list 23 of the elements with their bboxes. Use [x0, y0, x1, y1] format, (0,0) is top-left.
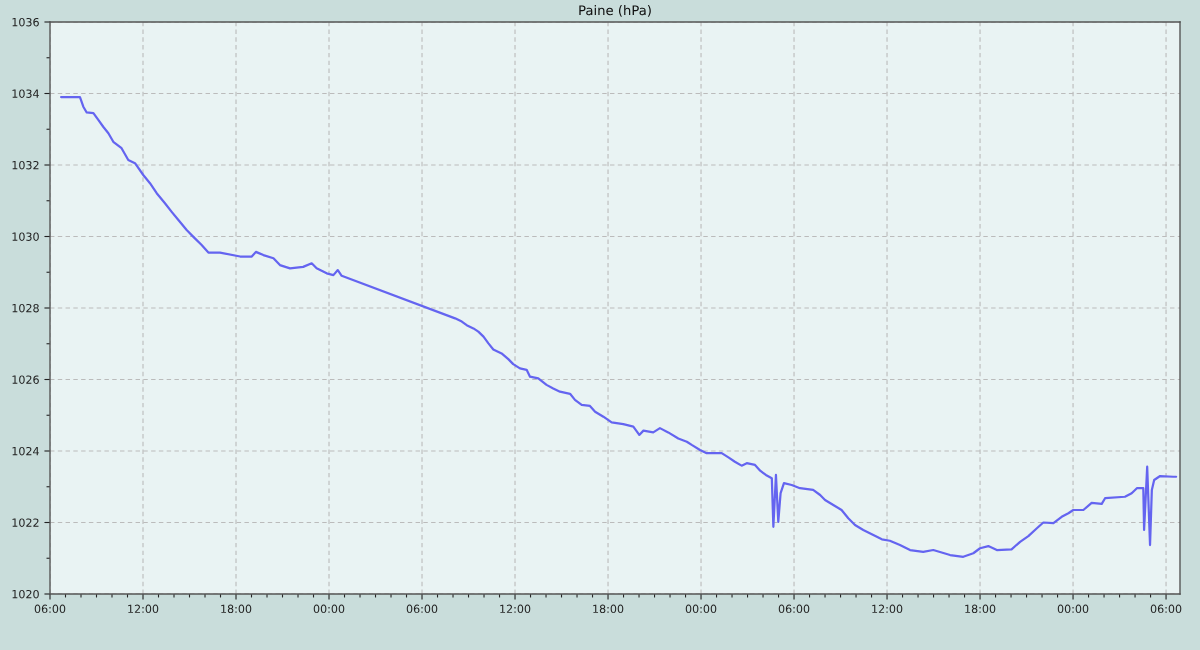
y-tick-label: 1022 [12, 518, 39, 527]
x-tick-label: 00:00 [1057, 604, 1089, 614]
x-tick-label: 06:00 [406, 604, 438, 614]
y-tick-label: 1036 [12, 17, 39, 27]
x-tick-label: 00:00 [313, 604, 345, 614]
x-tick-label: 12:00 [500, 604, 531, 614]
x-tick-label: 06:00 [34, 604, 66, 614]
x-tick-label: 12:00 [128, 604, 159, 614]
x-tick-label: 18:00 [965, 604, 996, 614]
y-tick-label: 1034 [12, 89, 39, 98]
x-tick-label: 06:00 [778, 604, 810, 614]
y-tick-label: 1020 [12, 589, 39, 599]
y-tick-label: 1028 [12, 303, 39, 313]
x-tick-label: 06:00 [1150, 604, 1182, 614]
x-tick-label: 00:00 [685, 604, 717, 614]
y-tick-label: 1026 [12, 375, 39, 384]
y-tick-label: 1024 [12, 446, 39, 456]
y-tick-label: 1032 [12, 160, 39, 170]
x-tick-label: 12:00 [872, 604, 903, 614]
x-tick-label: 18:00 [221, 604, 252, 614]
chart-title: Paine (hPa) [579, 5, 651, 17]
x-tick-label: 18:00 [593, 604, 624, 614]
y-tick-label: 1030 [12, 232, 39, 241]
